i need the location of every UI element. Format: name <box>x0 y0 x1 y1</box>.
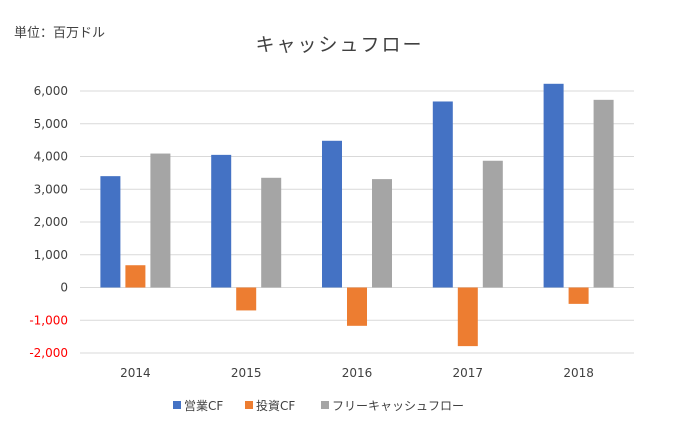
x-tick-label: 2018 <box>563 366 594 380</box>
y-tick-label: -2,000 <box>29 346 68 360</box>
bar-2017-2 <box>482 160 503 288</box>
bar-2014-0 <box>100 176 121 288</box>
bar-2016-2 <box>372 179 392 288</box>
bar-2015-0 <box>211 154 232 288</box>
y-tick-label: 5,000 <box>34 117 68 131</box>
legend-label: フリーキャッシュフロー <box>332 399 464 413</box>
y-tick-label: 3,000 <box>34 182 68 196</box>
bar-2018-2 <box>593 99 614 288</box>
y-tick-label: 2,000 <box>34 215 68 229</box>
chart-title: キャッシュフロー <box>255 34 424 56</box>
y-tick-label: 1,000 <box>34 248 68 262</box>
bar-2016-0 <box>322 140 342 288</box>
legend-swatch <box>321 401 329 409</box>
bar-2015-1 <box>236 287 257 311</box>
x-tick-label: 2014 <box>120 366 151 380</box>
legend-swatch <box>173 401 181 409</box>
y-tick-label: 0 <box>60 281 68 295</box>
y-tick-label: -1,000 <box>29 313 68 327</box>
bar-2018-1 <box>568 287 589 304</box>
bar-2015-2 <box>261 177 282 288</box>
x-tick-label: 2017 <box>453 366 484 380</box>
legend-swatch <box>245 401 253 409</box>
x-tick-label: 2016 <box>342 366 373 380</box>
bar-2014-2 <box>150 153 171 288</box>
bar-2014-1 <box>125 265 146 288</box>
bar-2017-0 <box>432 101 453 288</box>
bar-2017-1 <box>457 287 478 347</box>
y-tick-label: 6,000 <box>34 84 68 98</box>
x-tick-label: 2015 <box>231 366 262 380</box>
legend-label: 営業CF <box>184 399 223 413</box>
y-tick-label: 4,000 <box>34 150 68 164</box>
legend-label: 投資CF <box>256 398 295 413</box>
bar-2016-1 <box>347 287 367 326</box>
bar-2018-0 <box>543 83 564 288</box>
unit-label: 単位：百万ドル <box>14 26 106 41</box>
